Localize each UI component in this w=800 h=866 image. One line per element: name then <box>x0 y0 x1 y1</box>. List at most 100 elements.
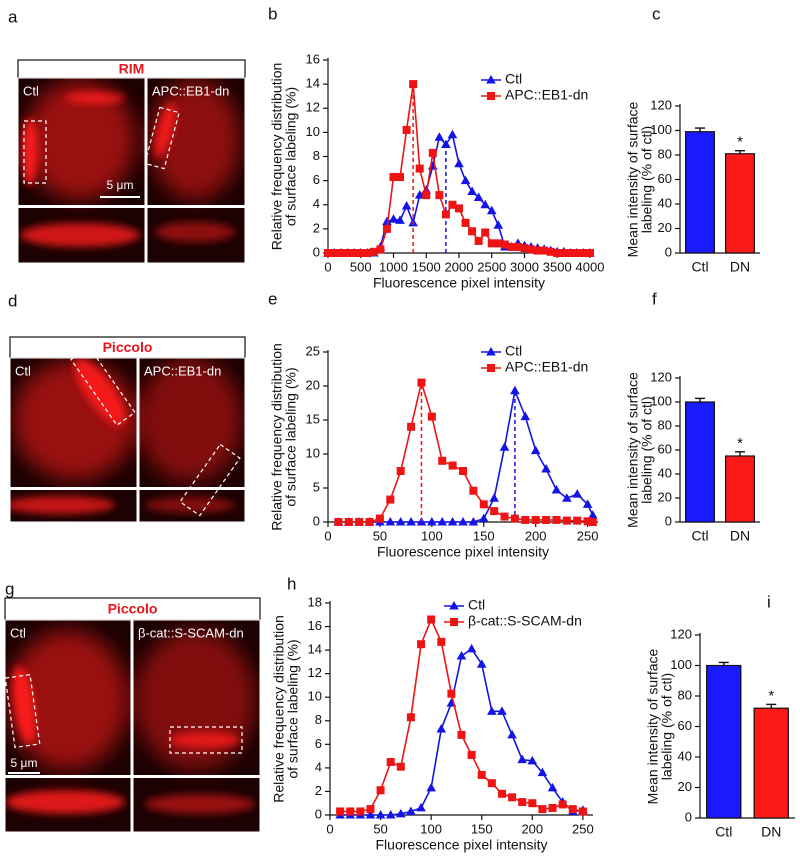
marker <box>434 132 445 141</box>
bar <box>684 131 715 254</box>
marker <box>487 706 497 715</box>
marker <box>487 364 495 372</box>
marker <box>538 805 547 814</box>
y-axis-label: labeling (% of ctl) <box>639 396 655 503</box>
x-tick-label: 2500 <box>477 259 506 274</box>
marker <box>533 246 542 255</box>
condition-label: Ctl <box>23 83 39 98</box>
bar <box>753 707 789 819</box>
series-line <box>338 387 594 523</box>
y-tick-label: 60 <box>658 171 672 186</box>
y-tick-label: 4 <box>313 196 320 211</box>
y-axis-label: Relative frequency distribution <box>271 615 287 803</box>
y-tick-label: 80 <box>658 146 672 161</box>
y-tick-label: 5 <box>313 479 320 494</box>
marker <box>375 514 384 523</box>
series-line <box>328 132 590 254</box>
marker <box>334 518 343 526</box>
y-axis-label: labeling (% of ctl) <box>639 126 655 233</box>
y-tick-label: 14 <box>308 642 322 657</box>
marker <box>588 510 598 519</box>
y-tick-label: 100 <box>650 122 672 137</box>
marker <box>450 618 458 626</box>
x-tick-label: 100 <box>421 528 443 543</box>
marker <box>520 411 531 421</box>
marker <box>402 125 411 134</box>
marker <box>486 205 497 215</box>
image-frame <box>17 77 246 264</box>
marker <box>578 807 587 816</box>
bar <box>684 401 715 523</box>
legend-label: Ctl <box>468 597 485 613</box>
roi-box <box>144 106 180 170</box>
marker <box>417 640 426 649</box>
y-tick-label: 6 <box>313 172 320 187</box>
y-tick-label: 120 <box>670 626 692 641</box>
marker <box>447 517 458 526</box>
image-title: Piccolo <box>103 339 153 355</box>
marker <box>438 456 447 465</box>
marker <box>343 249 352 257</box>
marker <box>547 782 558 792</box>
legend-label: APC::EB1-dn <box>505 359 588 375</box>
marker <box>386 758 395 766</box>
marker <box>427 517 437 526</box>
marker <box>396 467 405 475</box>
marker <box>528 799 537 808</box>
condition-label: Ctl <box>10 625 26 640</box>
legend-label: Ctl <box>505 343 522 359</box>
marker <box>499 442 510 451</box>
marker <box>508 793 517 802</box>
significance-mark: * <box>768 687 774 704</box>
marker <box>385 810 396 819</box>
marker <box>447 689 456 698</box>
marker <box>588 518 597 526</box>
marker <box>355 518 364 526</box>
marker <box>441 139 451 148</box>
marker <box>467 186 477 195</box>
marker <box>497 789 506 798</box>
condition-label: APC::EB1-dn <box>152 83 229 98</box>
panel-letter: g <box>5 579 14 598</box>
marker <box>493 220 504 229</box>
marker <box>466 643 477 653</box>
y-axis-label: of surface labeling (%) <box>285 639 301 778</box>
marker <box>517 754 527 764</box>
y-axis-label: Mean intensity of surface <box>625 101 641 257</box>
marker <box>455 204 463 213</box>
marker <box>447 129 458 139</box>
fluorescence <box>155 222 235 242</box>
marker <box>337 249 346 257</box>
marker <box>572 489 583 498</box>
marker <box>376 245 385 254</box>
marker <box>356 807 365 816</box>
marker <box>537 767 548 777</box>
fluorescence <box>138 358 242 482</box>
marker <box>385 517 396 526</box>
marker <box>487 779 496 788</box>
significance-mark: * <box>737 134 743 151</box>
marker <box>415 164 424 173</box>
marker <box>457 730 466 739</box>
marker <box>468 517 479 526</box>
fluorescence <box>22 118 38 186</box>
marker <box>389 173 398 182</box>
condition-label: Ctl <box>15 363 31 378</box>
y-tick-label: 4 <box>315 759 322 774</box>
fluorescence <box>10 496 115 514</box>
y-tick-label: 20 <box>658 220 672 235</box>
panel-letter: b <box>268 4 277 23</box>
y-tick-label: 60 <box>678 718 692 733</box>
marker <box>427 412 436 421</box>
marker <box>448 200 457 209</box>
fluorescence <box>65 92 125 104</box>
y-tick-label: 16 <box>308 618 322 633</box>
x-tick-label: 1000 <box>379 259 408 274</box>
marker <box>513 242 522 251</box>
bar <box>706 664 742 819</box>
image-title: RIM <box>119 61 145 77</box>
marker <box>356 249 365 257</box>
marker <box>481 228 490 237</box>
x-tick-label: DN <box>761 824 781 840</box>
